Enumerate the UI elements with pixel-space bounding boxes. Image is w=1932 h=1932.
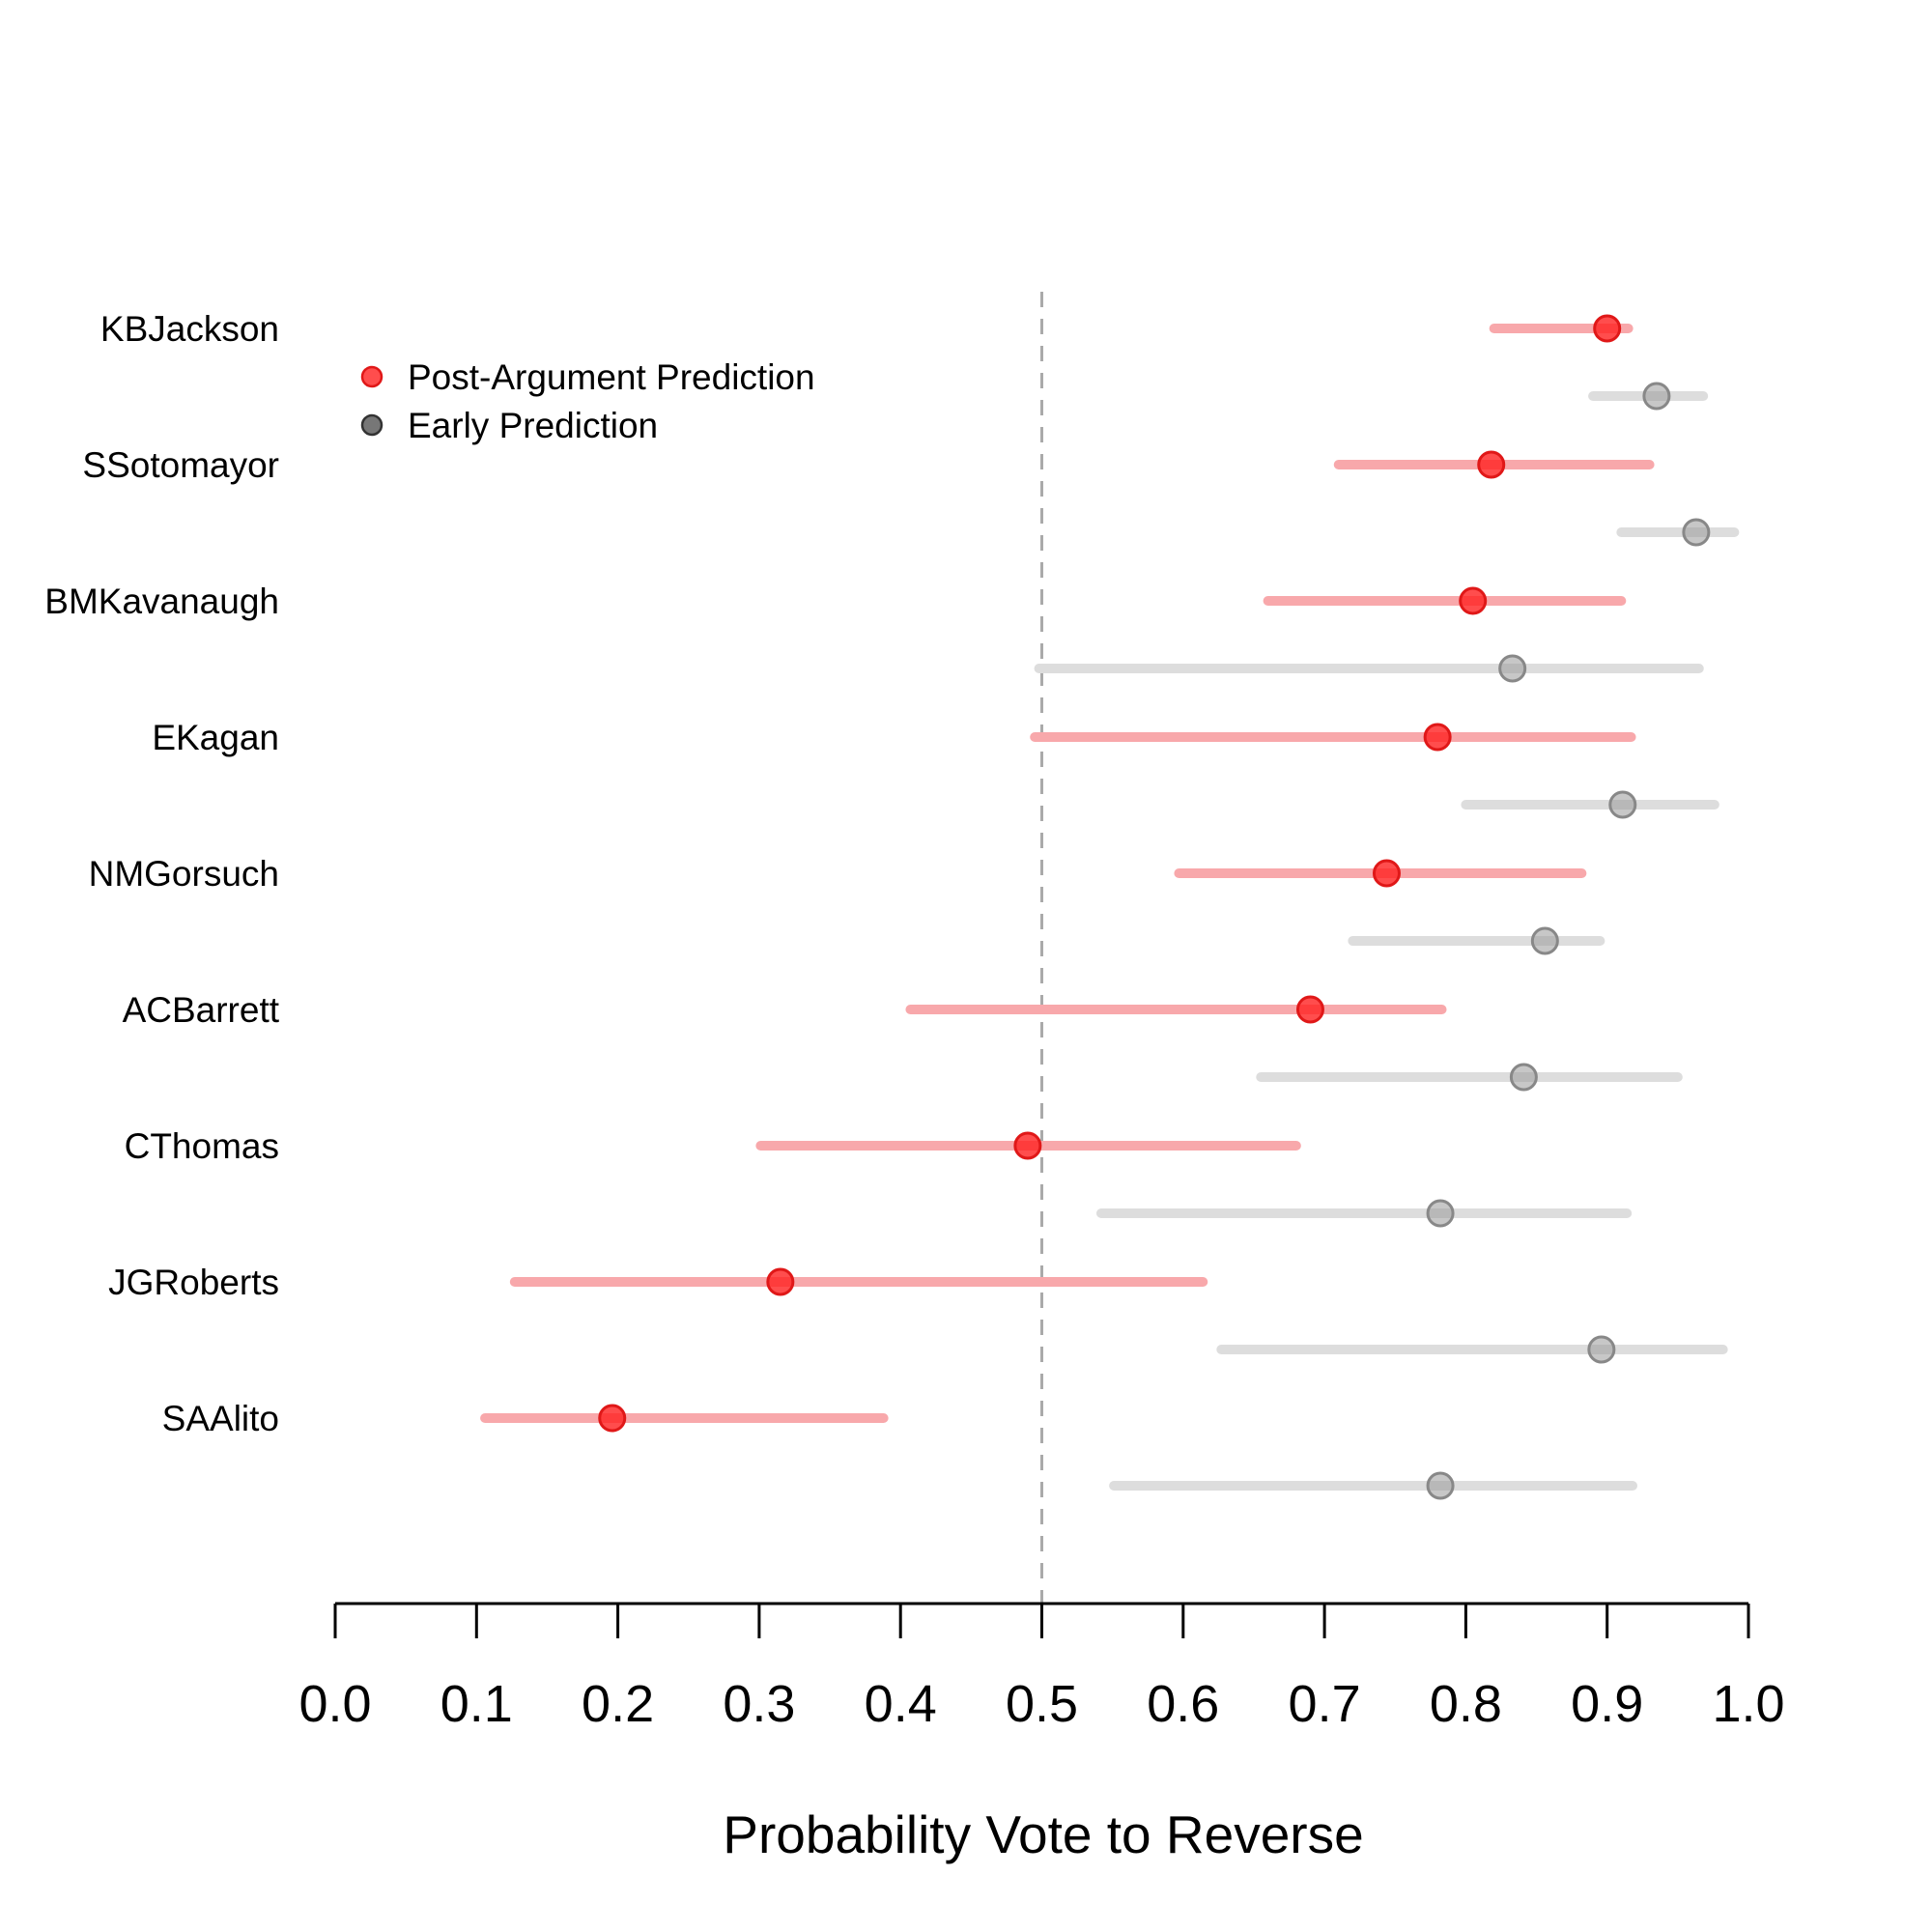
justice-label-bmkavanaugh: BMKavanaugh	[44, 582, 279, 621]
justice-label-kbjackson: KBJackson	[100, 309, 279, 349]
justice-label-layer: KBJackson SSotomayor BMKavanaugh EKagan NMGo…	[44, 309, 279, 1438]
x-tick-label-0.0: 0.0	[298, 1675, 371, 1733]
early-point-saalito	[1426, 1471, 1455, 1500]
legend-label-post-argument: Post-Argument Prediction	[408, 357, 815, 397]
justice-label-ekagan: EKagan	[152, 718, 279, 757]
post-argument-point-acbarrett	[1295, 995, 1324, 1024]
x-tick-label-0.5: 0.5	[1006, 1675, 1078, 1733]
x-tick-label-0.8: 0.8	[1430, 1675, 1502, 1733]
post-argument-point-bmkavanaugh	[1459, 586, 1488, 615]
post-argument-point-nmgorsuch	[1372, 859, 1401, 888]
x-tick-label-0.6: 0.6	[1147, 1675, 1219, 1733]
x-tick-label-0.9: 0.9	[1571, 1675, 1643, 1733]
post-argument-point-saalito	[598, 1404, 627, 1433]
early-point-cthomas	[1426, 1199, 1455, 1228]
x-axis-title: Probability Vote to Reverse	[723, 1804, 1363, 1864]
legend: Post-Argument Prediction Early Prediction	[360, 357, 815, 445]
early-point-nmgorsuch	[1530, 926, 1559, 955]
justice-label-ssotomayor: SSotomayor	[82, 445, 279, 485]
justice-label-cthomas: CThomas	[125, 1126, 279, 1166]
justice-label-saalito: SAAlito	[162, 1399, 279, 1438]
early-point-acbarrett	[1509, 1063, 1538, 1092]
post-argument-point-cthomas	[1013, 1131, 1042, 1160]
justice-label-jgroberts: JGRoberts	[108, 1263, 279, 1302]
legend-marker-early	[360, 413, 384, 437]
early-point-ekagan	[1608, 790, 1637, 819]
interval-layer	[480, 324, 1740, 1491]
post-argument-point-kbjackson	[1593, 314, 1622, 343]
x-tick-label-0.3: 0.3	[723, 1675, 795, 1733]
legend-marker-post-argument	[360, 365, 384, 388]
x-tick-label-1.0: 1.0	[1712, 1675, 1784, 1733]
point-layer	[598, 314, 1711, 1500]
post-argument-point-ekagan	[1423, 723, 1452, 752]
post-argument-point-jgroberts	[766, 1267, 795, 1296]
early-point-kbjackson	[1642, 382, 1671, 411]
x-tick-label-0.4: 0.4	[865, 1675, 937, 1733]
legend-label-early: Early Prediction	[408, 406, 658, 445]
x-axis: 0.0 0.1 0.2 0.3 0.4 0.5 0.6 0.7 0.8 0.9 1.0	[298, 1602, 1785, 1733]
justice-label-acbarrett: ACBarrett	[123, 990, 280, 1030]
early-point-jgroberts	[1587, 1335, 1616, 1364]
post-argument-point-ssotomayor	[1477, 450, 1506, 479]
justice-label-nmgorsuch: NMGorsuch	[89, 854, 279, 894]
x-tick-label-0.2: 0.2	[582, 1675, 654, 1733]
early-point-bmkavanaugh	[1498, 654, 1527, 683]
early-point-ssotomayor	[1682, 518, 1711, 547]
x-tick-label-0.1: 0.1	[440, 1675, 513, 1733]
x-tick-label-0.7: 0.7	[1289, 1675, 1361, 1733]
